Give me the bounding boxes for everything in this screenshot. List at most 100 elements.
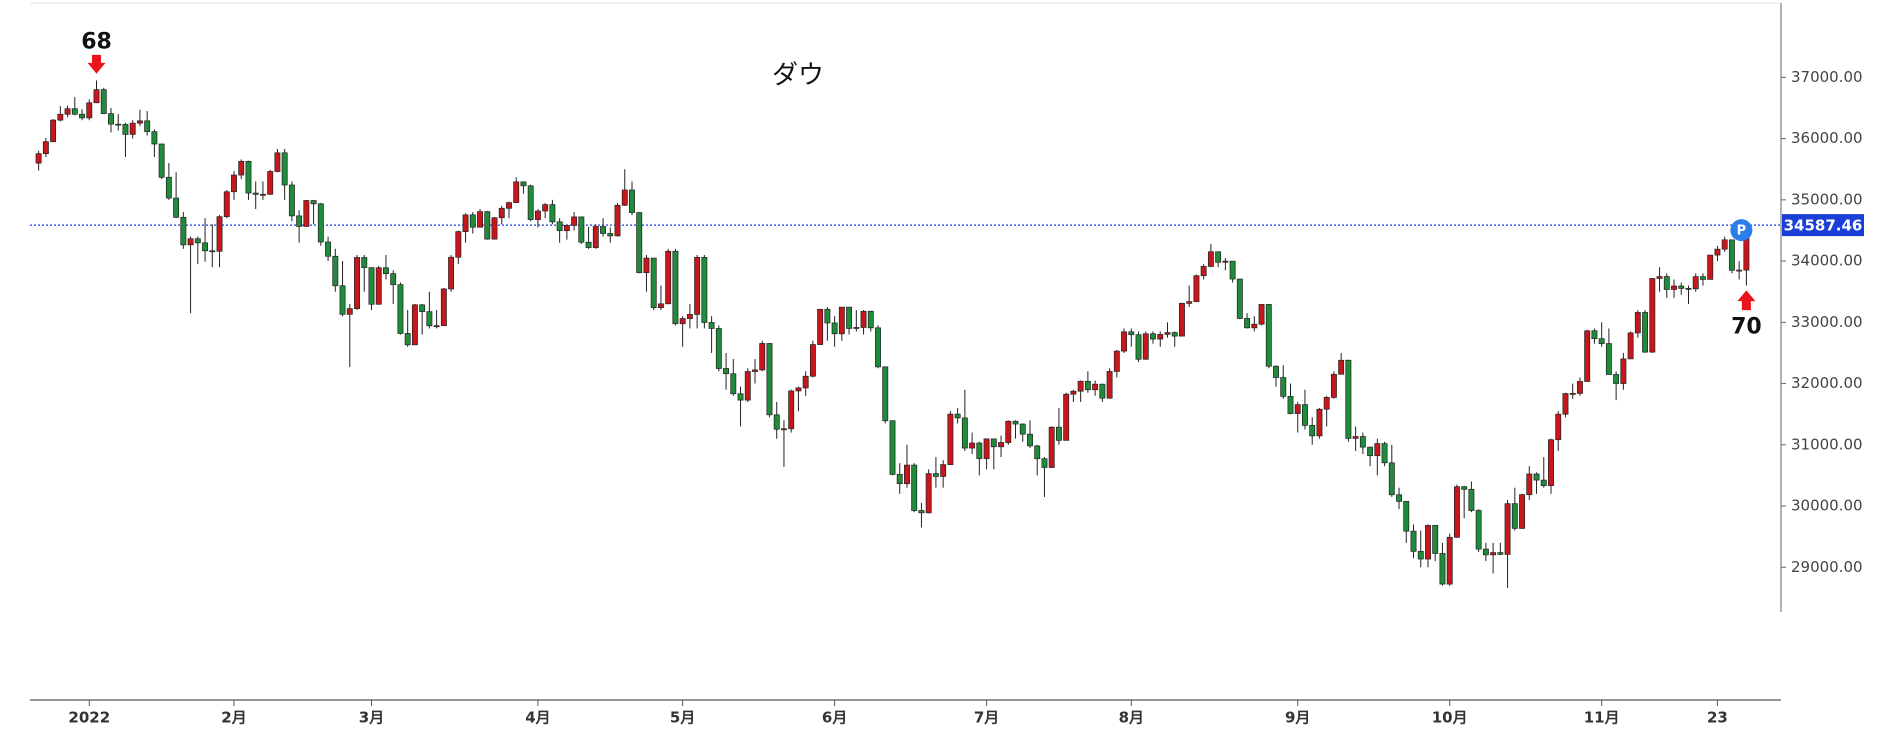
candle-body (274, 152, 281, 172)
candle-body (1396, 494, 1402, 502)
candle-body (1425, 525, 1431, 560)
y-tick-label: 31000.00 (1791, 435, 1863, 453)
candle-body (838, 306, 845, 335)
candle-body (288, 184, 295, 217)
candle-body (361, 257, 368, 268)
candle-body (194, 238, 201, 244)
candle-body (998, 442, 1004, 448)
candle-body (1692, 276, 1699, 290)
candle-body (1656, 276, 1663, 279)
candle-body (600, 226, 606, 234)
candle-body (875, 327, 881, 368)
candle-body (1251, 323, 1258, 329)
candle-body (1381, 443, 1388, 464)
candle-body (1642, 312, 1649, 353)
candle-body (419, 304, 426, 313)
candle-body (390, 273, 397, 286)
candle-body (752, 369, 758, 372)
candle-body (1041, 458, 1048, 468)
candle-body (484, 211, 491, 240)
candle-body (1700, 276, 1706, 280)
candle-body (1562, 393, 1569, 415)
y-tick-label: 36000.00 (1791, 129, 1863, 147)
candle-body (1092, 383, 1099, 391)
x-tick-label: 3月 (359, 709, 384, 727)
candle-body (1077, 380, 1084, 392)
candle-body (925, 473, 932, 514)
candle-body (556, 221, 563, 232)
candle-body (136, 120, 143, 124)
candle-body (151, 131, 158, 145)
candle-body (744, 371, 751, 401)
candle-body (940, 464, 947, 477)
candle-body (332, 255, 339, 287)
candle-body (1533, 473, 1540, 481)
candle-body (802, 375, 809, 389)
candle-body (1055, 426, 1062, 441)
candle-body (187, 238, 194, 246)
candle-body (1453, 486, 1460, 538)
x-tick-label: 4月 (525, 709, 550, 727)
candle-body (1330, 373, 1337, 398)
candle-body (1627, 332, 1634, 360)
candle-body (1258, 304, 1265, 325)
candle-body (1468, 488, 1475, 511)
candle-body (86, 102, 93, 119)
candle-body (122, 124, 129, 135)
candle-body (202, 242, 209, 252)
candle-body (165, 176, 172, 199)
candle-body (448, 256, 455, 290)
candle-body (1352, 436, 1359, 439)
candle-body (1439, 553, 1446, 585)
candle-body (498, 207, 505, 219)
candle-body (42, 141, 49, 155)
candle-body (1005, 420, 1012, 443)
candle-body (71, 108, 78, 115)
candle-body (1671, 285, 1677, 290)
candle-body (1280, 377, 1287, 397)
candle-body (969, 442, 976, 449)
candle-body (636, 212, 643, 274)
candle-body (795, 387, 802, 392)
candle-body (1309, 424, 1316, 437)
x-tick-label: 23 (1707, 709, 1728, 727)
candle-body (1511, 503, 1518, 529)
candle-body (513, 181, 520, 203)
candle-body (759, 343, 766, 371)
candle-body (1215, 251, 1222, 263)
candle-body (1179, 302, 1185, 337)
candle-body (585, 241, 592, 248)
candle-body (252, 192, 259, 195)
candle-body (1207, 251, 1214, 267)
candle-body (563, 225, 570, 232)
candle-body (694, 257, 701, 315)
candle-body (1576, 381, 1583, 394)
candle-body (542, 204, 549, 212)
candle-body (1171, 332, 1178, 337)
candle-body (846, 306, 853, 329)
candle-body (578, 216, 585, 243)
chart-title: ダウ (772, 61, 824, 91)
candle-body (57, 113, 64, 121)
y-tick-label: 33000.00 (1791, 313, 1863, 331)
candle-body (1598, 338, 1605, 344)
candle-body (737, 393, 744, 401)
candle-body (686, 314, 693, 319)
candle-body (375, 267, 382, 305)
candle-body (904, 464, 910, 485)
candle-body (650, 257, 657, 308)
candle-body (867, 310, 874, 329)
candle-body (1113, 350, 1120, 372)
candle-body (1084, 380, 1091, 391)
candle-body (339, 285, 346, 315)
candle-body (281, 152, 288, 186)
candle-body (426, 311, 433, 327)
y-tick-label: 35000.00 (1791, 190, 1863, 208)
candle-body (1634, 312, 1641, 334)
candle-body (1620, 358, 1627, 384)
candle-body (223, 191, 230, 218)
candle-body (310, 200, 317, 205)
candle-body (411, 304, 418, 346)
candle-body (259, 193, 266, 196)
candle-body (954, 413, 961, 419)
